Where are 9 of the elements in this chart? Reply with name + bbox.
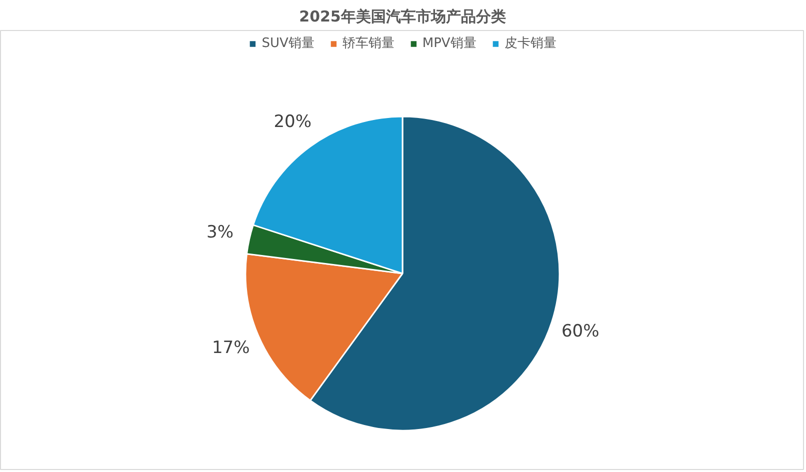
legend-label: MPV销量 xyxy=(422,35,476,52)
data-label: 17% xyxy=(212,338,250,358)
data-label: 20% xyxy=(274,112,312,132)
chart-title: 2025年美国汽车市场产品分类 xyxy=(299,8,506,26)
data-label: 60% xyxy=(561,321,600,342)
legend-label: 轿车销量 xyxy=(342,35,394,52)
legend-label: SUV销量 xyxy=(262,35,314,52)
data-label: 3% xyxy=(206,222,234,243)
legend-label: 皮卡销量 xyxy=(504,35,556,52)
